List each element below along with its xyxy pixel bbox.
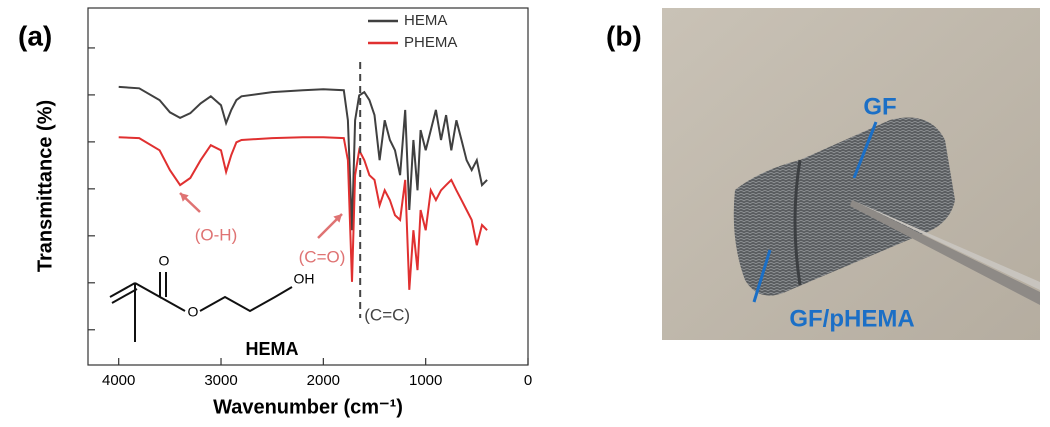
plot-frame — [87, 7, 529, 366]
annotation-arrowhead — [180, 193, 189, 202]
atom-label: O — [188, 304, 199, 320]
series-line — [118, 136, 488, 290]
pointer-line — [852, 121, 878, 179]
pointer-line — [752, 249, 772, 303]
panel-label: (a) — [18, 20, 52, 51]
atom-label: OH — [294, 271, 315, 287]
legend-label: PHEMA — [404, 34, 457, 51]
x-tick-label: 2000 — [307, 372, 340, 389]
photo — [662, 8, 1040, 340]
y-axis-label: Transmittance (%) — [34, 100, 56, 272]
structure-drawing — [109, 272, 293, 342]
x-tick-label: 0 — [524, 372, 532, 389]
annotation-arrowhead — [333, 214, 342, 223]
photo-label: GF/pHEMA — [789, 305, 914, 332]
legend-label: HEMA — [404, 12, 447, 29]
annotation: (C=O) — [299, 247, 346, 266]
annotation: (O-H) — [195, 225, 237, 244]
x-axis-label: Wavenumber (cm⁻¹) — [213, 396, 403, 418]
panel-label: (b) — [606, 20, 642, 51]
x-tick-label: 4000 — [102, 372, 135, 389]
photo-label: GF — [863, 93, 896, 120]
series-line — [118, 85, 488, 231]
structure-name: HEMA — [246, 339, 299, 359]
annotation: (C=C) — [364, 305, 410, 324]
atom-label: O — [159, 253, 170, 269]
x-tick-label: 3000 — [204, 372, 237, 389]
x-tick-label: 1000 — [409, 372, 442, 389]
